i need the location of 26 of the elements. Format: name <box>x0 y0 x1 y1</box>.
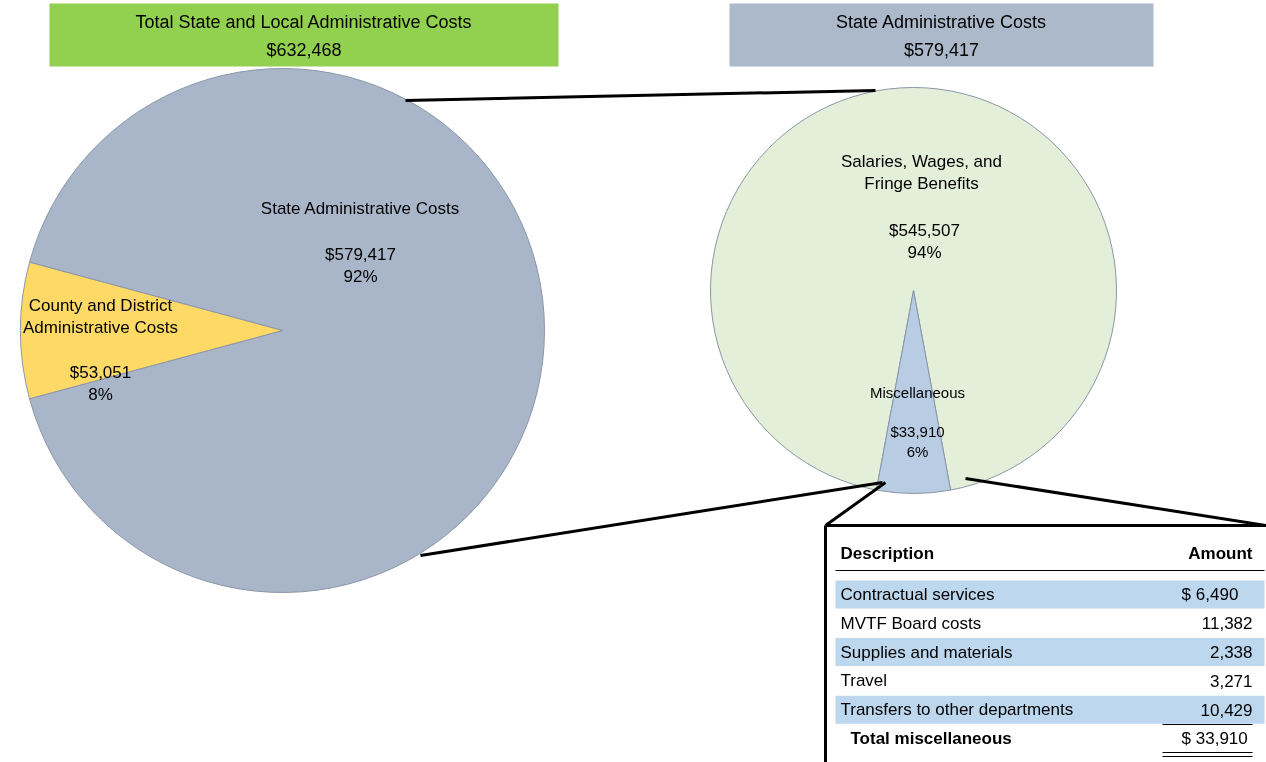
text: Description <box>840 544 935 563</box>
text: $ 6,490 <box>1181 585 1239 604</box>
category-label: Supplies and materials <box>840 642 1013 662</box>
text: 10,429 <box>1200 700 1253 720</box>
text: 3,271 <box>1209 671 1253 691</box>
category-label: Contractual services <box>840 585 995 604</box>
data-label: $579,417 92% <box>325 244 396 287</box>
data-label: $53,051 8% <box>69 362 132 405</box>
chart-title: Total State and Local Administrative Costs <box>135 11 472 32</box>
text: 2,338 <box>1209 643 1253 663</box>
category-label: Travel <box>840 671 888 691</box>
data-label: $545,507 94% <box>889 220 960 263</box>
chart-title: State Administrative Costs <box>835 11 1047 32</box>
text: 11,382 <box>1201 614 1253 634</box>
slice-label: Salaries, Wages, and Fringe Benefits <box>841 151 1002 194</box>
slice-label: State Administrative Costs <box>260 199 460 218</box>
category-label: MVTF Board costs <box>840 613 982 633</box>
text: $ 33,910 <box>1181 729 1248 748</box>
slice-label: County and District Administrative Costs <box>23 295 178 338</box>
slice-label: Miscellaneous <box>869 384 966 401</box>
chart-subtitle: $632,468 <box>266 39 342 60</box>
text: Total miscellaneous <box>850 729 1012 748</box>
chart-subtitle: $579,417 <box>903 39 980 60</box>
data-label: $33,910 6% <box>890 422 945 461</box>
category-label: Transfers to other departments <box>840 700 1074 720</box>
text: Amount <box>1188 544 1253 563</box>
